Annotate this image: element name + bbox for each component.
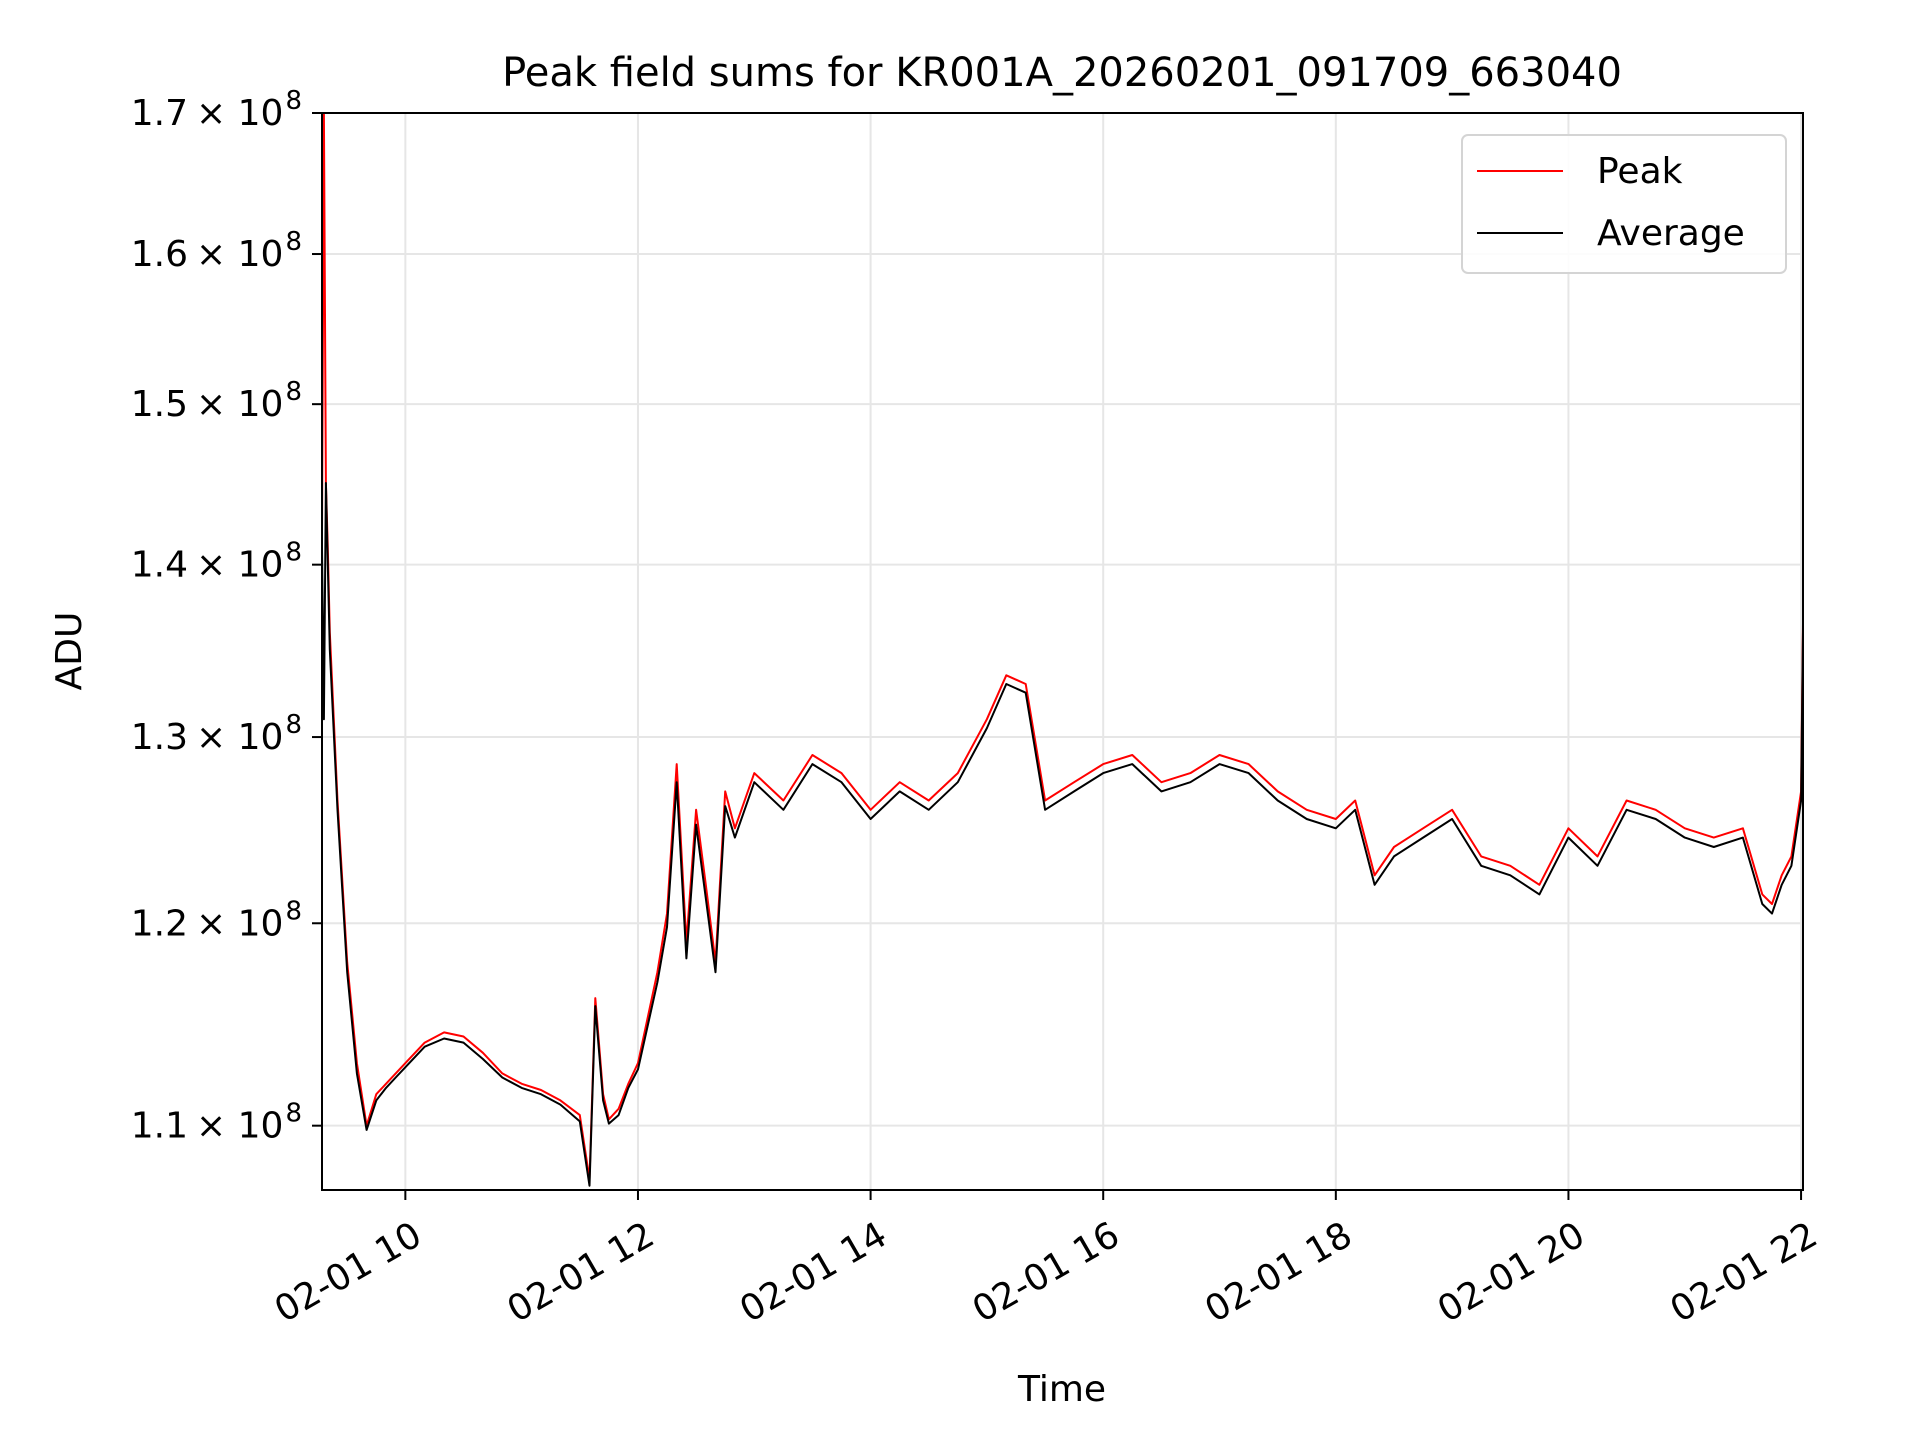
y-tick-base: × 10	[196, 1106, 283, 1147]
legend: Peak Average	[1461, 134, 1787, 274]
y-tick-label: 1.1 × 108	[131, 1099, 302, 1147]
plot-frame	[321, 112, 1804, 1191]
y-tick-mantissa: 1.7	[131, 93, 188, 134]
y-tick-mantissa: 1.1	[131, 1106, 188, 1147]
series-line-peak	[321, 112, 1804, 1181]
y-tick-base: × 10	[196, 234, 283, 275]
y-tick-base: × 10	[196, 717, 283, 758]
x-axis-label: Time	[1017, 1369, 1106, 1410]
y-tick-mantissa: 1.6	[131, 234, 188, 275]
chart-title: Peak field sums for KR001A_20260201_0917…	[502, 50, 1622, 96]
y-tick-exponent: 8	[285, 377, 302, 407]
legend-label-average: Average	[1597, 213, 1745, 254]
y-tick-base: × 10	[196, 903, 283, 944]
legend-label-peak: Peak	[1597, 151, 1683, 192]
y-tick-exponent: 8	[285, 227, 302, 257]
y-tick-mantissa: 1.4	[131, 545, 188, 586]
legend-box	[1461, 134, 1787, 274]
y-tick-label: 1.2 × 108	[131, 896, 302, 944]
y-tick-mantissa: 1.5	[131, 384, 188, 425]
y-tick-base: × 10	[196, 545, 283, 586]
y-tick-exponent: 8	[285, 896, 302, 926]
y-tick-mantissa: 1.3	[131, 717, 188, 758]
y-axis-label: ADU	[49, 612, 90, 691]
y-tick-exponent: 8	[285, 538, 302, 568]
y-tick-exponent: 8	[285, 1099, 302, 1129]
y-tick-label: 1.4 × 108	[131, 538, 302, 586]
y-tick-base: × 10	[196, 93, 283, 134]
series-layer	[321, 112, 1804, 1187]
y-tick-exponent: 8	[285, 86, 302, 116]
y-tick-label: 1.6 × 108	[131, 227, 302, 275]
y-tick-label: 1.5 × 108	[131, 377, 302, 425]
y-tick-label: 1.3 × 108	[131, 710, 302, 758]
y-tick-base: × 10	[196, 384, 283, 425]
y-tick-mantissa: 1.2	[131, 903, 188, 944]
y-tick-exponent: 8	[285, 710, 302, 740]
series-line-average	[321, 482, 1804, 1187]
y-tick-label: 1.7 × 108	[131, 86, 302, 134]
